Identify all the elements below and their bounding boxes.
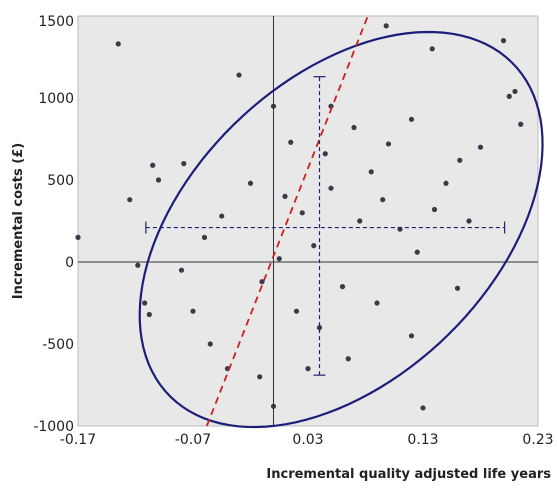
data-point: [345, 356, 351, 362]
data-point: [357, 218, 363, 224]
data-point: [276, 256, 282, 262]
y-tick-label: 0: [65, 255, 74, 271]
x-tick-label: 0.13: [407, 432, 438, 448]
data-point: [257, 374, 263, 380]
data-point: [150, 162, 156, 168]
data-point: [311, 243, 317, 249]
data-point: [322, 151, 328, 157]
data-point: [457, 157, 463, 163]
x-axis-ticks: -0.17 -0.07 0.03 0.13 0.23: [60, 432, 554, 448]
y-tick-label: 1500: [38, 14, 74, 30]
data-point: [181, 161, 187, 167]
data-point: [454, 285, 461, 291]
data-point: [282, 193, 288, 199]
data-point: [115, 41, 121, 47]
y-axis-title: Incremental costs (£): [11, 143, 26, 299]
data-point: [380, 197, 386, 203]
data-point: [127, 197, 133, 203]
data-point: [368, 169, 374, 175]
data-point: [383, 23, 389, 29]
points-layer: [75, 23, 524, 411]
data-point: [443, 180, 449, 186]
data-point: [385, 141, 392, 147]
threshold-line: [205, 15, 369, 427]
data-point: [506, 93, 512, 99]
data-point: [431, 206, 438, 213]
x-axis-title: Incremental quality adjusted life years: [266, 467, 551, 482]
data-point: [477, 144, 484, 150]
data-point: [351, 124, 357, 131]
data-point: [339, 284, 346, 290]
data-point: [408, 333, 415, 339]
data-point: [146, 311, 152, 318]
x-tick-label: 0.03: [292, 432, 323, 448]
data-point: [500, 38, 507, 44]
data-point: [414, 249, 420, 255]
y-tick-label: 500: [47, 173, 74, 189]
data-point: [135, 262, 141, 268]
x-tick-label: -0.07: [175, 432, 211, 448]
data-point: [142, 300, 148, 306]
data-point: [190, 308, 196, 314]
data-point: [293, 308, 300, 314]
y-tick-label: 1000: [38, 91, 74, 107]
data-point: [408, 116, 415, 122]
data-point: [299, 210, 305, 216]
data-point: [201, 234, 208, 240]
data-point: [155, 177, 162, 183]
confidence-ellipse: [138, 30, 544, 429]
data-point: [75, 234, 81, 240]
x-tick-label: -0.17: [60, 432, 96, 448]
data-point: [512, 88, 518, 95]
data-point: [247, 180, 254, 186]
data-point: [518, 121, 524, 127]
mean-error-bars: [145, 76, 506, 376]
data-point: [178, 267, 185, 273]
data-point: [420, 405, 426, 411]
plot-area: [77, 15, 539, 427]
data-point: [316, 325, 323, 331]
y-tick-label: -500: [42, 337, 74, 353]
data-point: [305, 366, 311, 372]
data-point: [207, 341, 213, 347]
data-point: [328, 185, 334, 191]
y-axis-ticks: -1000 -500 0 500 1000 1500: [33, 14, 74, 435]
y-tick-label: -1000: [33, 419, 74, 435]
data-point: [429, 46, 435, 52]
x-tick-label: 0.23: [522, 432, 553, 448]
data-point: [236, 72, 242, 78]
data-point: [374, 300, 380, 306]
data-point: [466, 218, 472, 224]
data-point: [219, 213, 225, 219]
data-point: [288, 139, 294, 145]
